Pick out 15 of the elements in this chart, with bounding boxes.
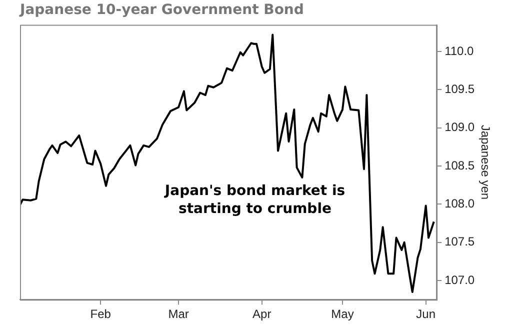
x-tick-label: May	[331, 307, 354, 322]
y-tick-label: 110.0	[444, 44, 474, 58]
y-axis-title: Japanese yen	[478, 124, 492, 200]
x-tick-label: Jun	[416, 307, 436, 322]
y-tick-label: 107.5	[444, 234, 475, 249]
chart-title: Japanese 10-year Government Bond	[19, 2, 304, 18]
x-tick-label: Feb	[90, 307, 112, 322]
y-tick-label: 109.0	[444, 120, 475, 134]
y-tick-label: 107.0	[444, 272, 475, 287]
x-tick-label: Apr	[252, 307, 272, 322]
y-tick-label: 109.5	[444, 82, 475, 96]
x-tick-label: Mar	[168, 307, 189, 322]
y-tick-label: 108.5	[444, 158, 475, 172]
y-tick-label: 108.0	[444, 196, 475, 210]
annotation: Japan's bond market is starting to crumble	[163, 182, 346, 218]
